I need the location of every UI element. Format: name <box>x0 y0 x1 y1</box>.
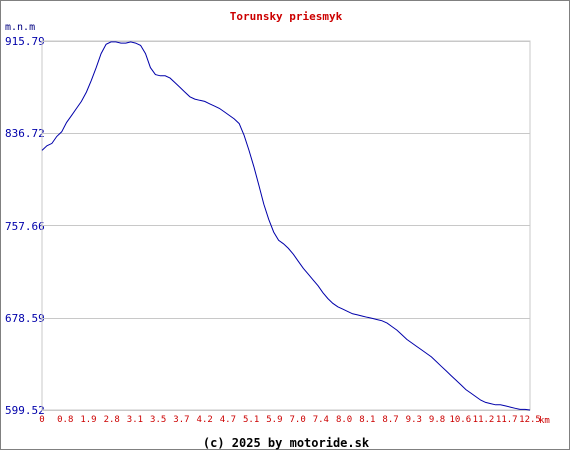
x-tick-label: 3.7 <box>173 415 190 425</box>
x-tick-label: 0.8 <box>57 415 74 425</box>
elevation-series-line <box>41 41 531 411</box>
y-tick-label: 678.59 <box>5 312 45 325</box>
x-tick-label: 5.1 <box>243 415 260 425</box>
chart-title: Torunsky priesmyk <box>229 10 343 23</box>
x-tick-label: 2.8 <box>103 415 120 425</box>
x-tick-label: 3.1 <box>126 415 144 425</box>
x-tick-label: 11.7 <box>495 415 518 425</box>
x-tick-label: 8.7 <box>382 415 399 425</box>
x-tick-label: 9.3 <box>405 415 422 425</box>
x-tick-label: 0 <box>39 415 45 425</box>
x-tick-label: 11.2 <box>472 415 495 425</box>
y-axis-unit-label: m.n.m <box>5 22 36 33</box>
y-tick-label: 599.52 <box>5 404 45 417</box>
x-tick-label: 4.7 <box>219 415 237 425</box>
x-tick-label: 7.0 <box>289 415 306 425</box>
y-tick-label: 757.66 <box>5 220 45 233</box>
x-tick-label: 4.2 <box>196 415 213 425</box>
y-tick-label: 915.79 <box>5 35 45 48</box>
x-tick-label: 7.4 <box>312 415 329 425</box>
x-tick-label: 12.5 <box>519 415 541 425</box>
y-tick-label: 836.72 <box>5 127 45 140</box>
copyright-footer: (c) 2025 by motoride.sk <box>202 436 370 450</box>
x-tick-label: 8.1 <box>359 415 376 425</box>
x-tick-label: 9.8 <box>428 415 446 425</box>
x-axis-unit-label: km <box>539 416 550 426</box>
x-tick-label: 3.5 <box>150 415 167 425</box>
x-tick-label: 8.0 <box>335 415 353 425</box>
x-tick-label: 5.9 <box>266 415 283 425</box>
x-tick-label: 10.6 <box>449 415 472 425</box>
x-tick-label: 1.9 <box>80 415 97 425</box>
